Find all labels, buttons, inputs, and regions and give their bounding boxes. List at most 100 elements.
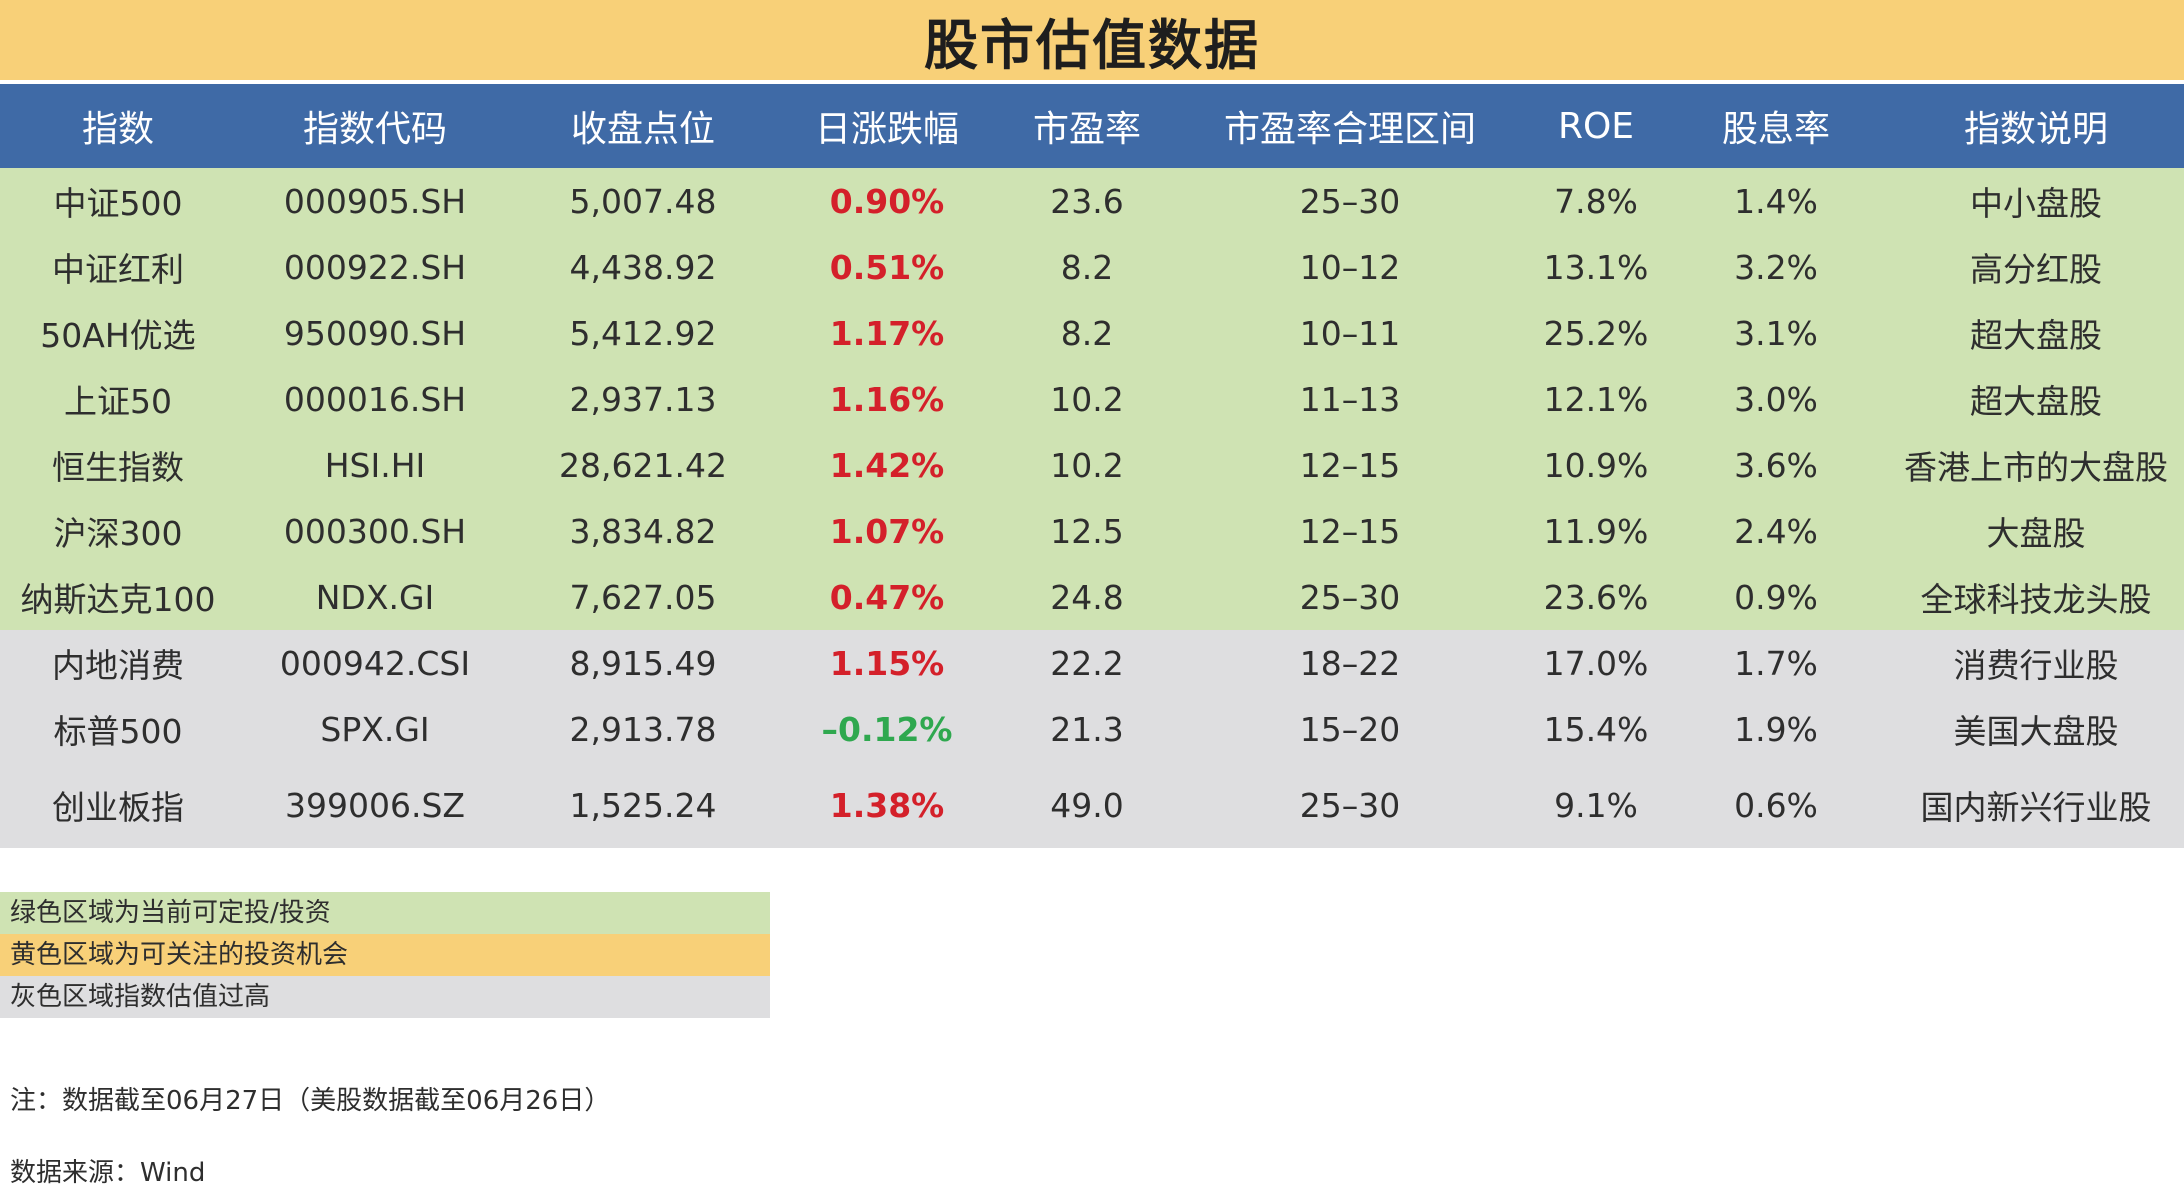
cell-roe: 12.1% [1528, 366, 1664, 432]
cell-pe-range: 18–22 [1172, 630, 1528, 696]
cell-pe-range: 25–30 [1172, 762, 1528, 848]
cell-description: 国内新兴行业股 [1888, 762, 2184, 848]
cell-description: 大盘股 [1888, 498, 2184, 564]
cell-pe-range: 12–15 [1172, 498, 1528, 564]
legend-yellow: 黄色区域为可关注的投资机会 [0, 934, 770, 976]
cell-index: 标普500 [0, 696, 236, 762]
cell-code: SPX.GI [236, 696, 514, 762]
cell-code: 000016.SH [236, 366, 514, 432]
cell-description: 全球科技龙头股 [1888, 564, 2184, 630]
cell-description: 美国大盘股 [1888, 696, 2184, 762]
cell-pe-range: 15–20 [1172, 696, 1528, 762]
cell-roe: 10.9% [1528, 432, 1664, 498]
cell-description: 消费行业股 [1888, 630, 2184, 696]
cell-change: 0.90% [772, 168, 1002, 234]
cell-roe: 17.0% [1528, 630, 1664, 696]
cell-pe-range: 10–11 [1172, 300, 1528, 366]
legend-gray: 灰色区域指数估值过高 [0, 976, 770, 1018]
cell-index: 创业板指 [0, 762, 236, 848]
col-header-dividend: 股息率 [1664, 84, 1888, 168]
cell-roe: 9.1% [1528, 762, 1664, 848]
cell-code: NDX.GI [236, 564, 514, 630]
cell-close: 2,913.78 [514, 696, 772, 762]
table-body: 中证500 000905.SH 5,007.48 0.90% 23.6 25–30 7.8%… [0, 168, 2184, 848]
cell-pe-range: 10–12 [1172, 234, 1528, 300]
cell-roe: 15.4% [1528, 696, 1664, 762]
cell-change: 1.17% [772, 300, 1002, 366]
table-row: 上证50 000016.SH 2,937.13 1.16% 10.2 11–13 12.1%… [0, 366, 2184, 432]
cell-dividend: 1.4% [1664, 168, 1888, 234]
table-row: 中证500 000905.SH 5,007.48 0.90% 23.6 25–30 7.8%… [0, 168, 2184, 234]
cell-code: 950090.SH [236, 300, 514, 366]
cell-dividend: 3.0% [1664, 366, 1888, 432]
table-row: 沪深300 000300.SH 3,834.82 1.07% 12.5 12–15 11.9… [0, 498, 2184, 564]
cell-change: 1.16% [772, 366, 1002, 432]
cell-close: 7,627.05 [514, 564, 772, 630]
cell-pe: 24.8 [1002, 564, 1172, 630]
table-row: 纳斯达克100 NDX.GI 7,627.05 0.47% 24.8 25–30 23.6%… [0, 564, 2184, 630]
cell-pe: 10.2 [1002, 432, 1172, 498]
cell-change: 1.42% [772, 432, 1002, 498]
cell-close: 8,915.49 [514, 630, 772, 696]
cell-close: 5,412.92 [514, 300, 772, 366]
cell-roe: 11.9% [1528, 498, 1664, 564]
cell-dividend: 0.6% [1664, 762, 1888, 848]
cell-description: 香港上市的大盘股 [1888, 432, 2184, 498]
cell-change: 1.07% [772, 498, 1002, 564]
cell-roe: 7.8% [1528, 168, 1664, 234]
cell-code: 000922.SH [236, 234, 514, 300]
col-header-index: 指数 [0, 84, 236, 168]
legend: 绿色区域为当前可定投/投资 黄色区域为可关注的投资机会 灰色区域指数估值过高 [0, 892, 770, 1018]
cell-index: 沪深300 [0, 498, 236, 564]
cell-index: 50AH优选 [0, 300, 236, 366]
cell-dividend: 2.4% [1664, 498, 1888, 564]
cell-close: 2,937.13 [514, 366, 772, 432]
col-header-roe: ROE [1528, 84, 1664, 168]
cell-pe: 8.2 [1002, 300, 1172, 366]
cell-index: 中证500 [0, 168, 236, 234]
table-row: 恒生指数 HSI.HI 28,621.42 1.42% 10.2 12–15 10.9% 3.… [0, 432, 2184, 498]
valuation-table: 指数 指数代码 收盘点位 日涨跌幅 市盈率 市盈率合理区间 ROE 股息率 指数… [0, 84, 2184, 848]
cell-pe-range: 11–13 [1172, 366, 1528, 432]
cell-close: 28,621.42 [514, 432, 772, 498]
col-header-change: 日涨跌幅 [772, 84, 1002, 168]
cell-close: 5,007.48 [514, 168, 772, 234]
cell-description: 中小盘股 [1888, 168, 2184, 234]
cell-dividend: 1.9% [1664, 696, 1888, 762]
cell-dividend: 3.2% [1664, 234, 1888, 300]
col-header-description: 指数说明 [1888, 84, 2184, 168]
title-bar: 股市估值数据 [0, 0, 2184, 80]
cell-code: HSI.HI [236, 432, 514, 498]
cell-description: 超大盘股 [1888, 300, 2184, 366]
cell-pe-range: 25–30 [1172, 168, 1528, 234]
cell-change: 1.15% [772, 630, 1002, 696]
cell-change: –0.12% [772, 696, 1002, 762]
page-title: 股市估值数据 [924, 13, 1260, 77]
cell-pe-range: 12–15 [1172, 432, 1528, 498]
legend-green: 绿色区域为当前可定投/投资 [0, 892, 770, 934]
cell-index: 纳斯达克100 [0, 564, 236, 630]
col-header-close: 收盘点位 [514, 84, 772, 168]
col-header-pe: 市盈率 [1002, 84, 1172, 168]
table-row: 中证红利 000922.SH 4,438.92 0.51% 8.2 10–12 13.1% 3… [0, 234, 2184, 300]
cell-close: 3,834.82 [514, 498, 772, 564]
cell-pe: 12.5 [1002, 498, 1172, 564]
table-header-row: 指数 指数代码 收盘点位 日涨跌幅 市盈率 市盈率合理区间 ROE 股息率 指数… [0, 84, 2184, 168]
col-header-code: 指数代码 [236, 84, 514, 168]
data-note: 注：数据截至06月27日（美股数据截至06月26日） [10, 1086, 611, 1116]
cell-pe: 10.2 [1002, 366, 1172, 432]
data-source: 数据来源：Wind [10, 1158, 206, 1188]
cell-code: 000300.SH [236, 498, 514, 564]
cell-description: 超大盘股 [1888, 366, 2184, 432]
cell-pe: 49.0 [1002, 762, 1172, 848]
cell-roe: 25.2% [1528, 300, 1664, 366]
cell-close: 1,525.24 [514, 762, 772, 848]
cell-dividend: 1.7% [1664, 630, 1888, 696]
cell-index: 中证红利 [0, 234, 236, 300]
cell-dividend: 3.1% [1664, 300, 1888, 366]
table-row: 标普500 SPX.GI 2,913.78 –0.12% 21.3 15–20 15.4% 1… [0, 696, 2184, 762]
cell-code: 000942.CSI [236, 630, 514, 696]
table-row: 内地消费 000942.CSI 8,915.49 1.15% 22.2 18–22 17.0… [0, 630, 2184, 696]
cell-code: 000905.SH [236, 168, 514, 234]
cell-index: 内地消费 [0, 630, 236, 696]
